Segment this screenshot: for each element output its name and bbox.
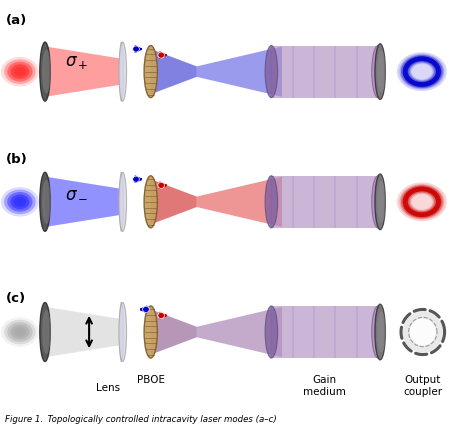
Ellipse shape [119,172,127,231]
Polygon shape [45,177,121,227]
Polygon shape [271,306,378,358]
Text: (a): (a) [6,14,27,27]
Ellipse shape [1,317,39,347]
Ellipse shape [119,172,123,231]
Ellipse shape [403,311,443,353]
Polygon shape [45,46,121,97]
Ellipse shape [265,306,278,358]
Ellipse shape [42,310,51,354]
Polygon shape [45,46,121,97]
Ellipse shape [40,172,50,231]
Ellipse shape [40,42,50,101]
Circle shape [158,182,164,188]
Ellipse shape [10,325,29,339]
Polygon shape [271,46,378,98]
Polygon shape [151,309,197,355]
Ellipse shape [397,182,447,221]
Polygon shape [151,179,197,224]
Polygon shape [197,307,282,357]
Ellipse shape [265,176,278,228]
Ellipse shape [17,329,23,335]
Ellipse shape [372,306,384,358]
Text: $\sigma_-$: $\sigma_-$ [65,183,89,201]
Ellipse shape [119,302,127,362]
Ellipse shape [410,319,436,345]
Ellipse shape [372,46,384,98]
Ellipse shape [377,181,386,223]
Ellipse shape [10,64,29,79]
Polygon shape [197,177,282,227]
Polygon shape [197,177,282,227]
Polygon shape [197,46,282,97]
Polygon shape [197,307,282,357]
Ellipse shape [7,62,33,82]
Polygon shape [151,49,197,94]
Ellipse shape [372,176,384,228]
Ellipse shape [119,302,123,362]
Ellipse shape [377,311,386,353]
Ellipse shape [144,306,157,358]
Ellipse shape [265,46,278,98]
Ellipse shape [4,320,36,344]
Text: Figure 1. Topologically controlled intracavity laser modes (a–c): Figure 1. Topologically controlled intra… [5,415,276,424]
Ellipse shape [14,327,26,337]
Ellipse shape [42,49,51,94]
Circle shape [158,312,164,319]
Polygon shape [151,179,197,224]
Ellipse shape [1,187,39,217]
Ellipse shape [119,42,127,101]
Ellipse shape [7,192,33,212]
Polygon shape [151,309,197,355]
Polygon shape [45,307,121,357]
Ellipse shape [1,57,39,86]
Ellipse shape [14,197,26,207]
Text: Lens: Lens [96,383,120,393]
Ellipse shape [397,52,447,91]
Text: $\sigma_+$: $\sigma_+$ [65,53,89,72]
Ellipse shape [375,174,385,230]
Polygon shape [271,176,378,228]
Ellipse shape [10,194,29,209]
Polygon shape [151,49,197,94]
Ellipse shape [17,199,23,204]
Circle shape [143,306,149,312]
Circle shape [158,52,164,58]
Ellipse shape [42,180,51,224]
Ellipse shape [14,67,26,76]
Text: PBOE: PBOE [137,375,165,385]
Ellipse shape [4,190,36,214]
Polygon shape [197,46,282,97]
Ellipse shape [375,44,385,99]
Text: (b): (b) [6,153,27,166]
Ellipse shape [377,51,386,92]
Circle shape [133,176,139,182]
Text: Gain
medium: Gain medium [303,375,346,397]
Text: (c): (c) [6,292,26,305]
Ellipse shape [144,46,157,98]
Ellipse shape [375,304,385,360]
Circle shape [133,46,139,52]
Polygon shape [45,307,121,357]
Ellipse shape [144,176,157,228]
Ellipse shape [40,302,50,362]
Ellipse shape [7,322,33,342]
Ellipse shape [17,69,23,74]
Ellipse shape [119,42,123,101]
Polygon shape [45,177,121,227]
Text: Output
coupler: Output coupler [403,375,442,397]
Ellipse shape [4,59,36,84]
